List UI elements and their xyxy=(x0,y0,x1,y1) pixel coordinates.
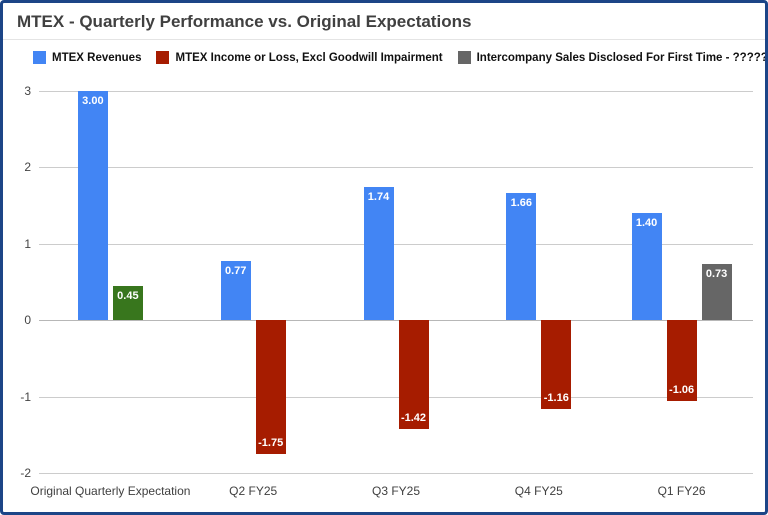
bar-value-label: 3.00 xyxy=(82,95,104,107)
bar[interactable] xyxy=(112,285,143,321)
gridline xyxy=(39,243,753,245)
bar-value-label: 0.45 xyxy=(117,289,139,302)
legend-label: Intercompany Sales Disclosed For First T… xyxy=(476,51,768,64)
legend-swatch xyxy=(156,51,170,64)
bar[interactable] xyxy=(631,213,662,321)
y-axis-tick-label: 3 xyxy=(24,84,31,98)
bar-value-label: -1.42 xyxy=(400,411,427,424)
chart-title: MTEX - Quarterly Performance vs. Origina… xyxy=(17,12,472,31)
legend-swatch xyxy=(33,51,46,64)
plot-area: -2 -1 0 1 2 3 3.00 0.45 Original Quarterly Expec… xyxy=(3,3,765,512)
bar-value-label: -1.16 xyxy=(543,391,569,404)
legend-item[interactable]: Intercompany Sales Disclosed For First T… xyxy=(457,51,768,64)
bar[interactable] xyxy=(666,320,697,402)
bar-value-label: 0.77 xyxy=(224,265,247,278)
bar[interactable] xyxy=(220,261,251,321)
legend-item[interactable]: MTEX Income or Loss, Excl Goodwill Impai… xyxy=(156,51,443,64)
bar[interactable] xyxy=(506,193,537,321)
y-axis-tick-label: 2 xyxy=(24,160,31,175)
gridline xyxy=(39,91,753,92)
bar-value-label: 1.40 xyxy=(635,217,658,230)
x-axis-label: Q4 FY25 xyxy=(514,484,563,498)
legend-item[interactable]: MTEX Revenues xyxy=(33,51,141,64)
bar[interactable] xyxy=(398,320,429,429)
gridline xyxy=(39,396,753,398)
zero-baseline xyxy=(39,320,753,322)
bar[interactable] xyxy=(363,187,394,321)
bar-value-label: 1.74 xyxy=(367,191,390,204)
bar-value-label: 1.66 xyxy=(510,197,532,210)
title-divider xyxy=(3,39,765,40)
chart-legend: MTEX Revenues MTEX Income or Loss, Excl G… xyxy=(33,51,768,64)
bar-value-label: -1.75 xyxy=(258,436,284,449)
bar-value-label: -1.06 xyxy=(669,384,695,397)
y-axis-tick-label: -2 xyxy=(20,466,31,480)
x-axis-label: Original Quarterly Expectation xyxy=(30,484,191,498)
x-axis-label: Q2 FY25 xyxy=(229,484,278,498)
gridline xyxy=(39,167,753,169)
bar[interactable] xyxy=(541,320,572,409)
y-axis-tick-label: 1 xyxy=(24,236,31,251)
y-axis-tick-label: -1 xyxy=(20,389,31,404)
legend-label: MTEX Revenues xyxy=(52,51,142,64)
bar[interactable] xyxy=(701,264,732,321)
x-axis-label: Q3 FY25 xyxy=(371,484,421,498)
bar[interactable] xyxy=(77,91,108,321)
bar-value-label: 0.73 xyxy=(705,268,728,281)
y-axis-tick-label: 0 xyxy=(24,313,31,328)
legend-swatch xyxy=(457,51,471,64)
gridline xyxy=(39,473,753,474)
bar[interactable] xyxy=(255,320,286,454)
x-axis-label: Q1 FY26 xyxy=(657,484,706,498)
legend-label: MTEX Income or Loss, Excl Goodwill Impai… xyxy=(175,51,443,64)
